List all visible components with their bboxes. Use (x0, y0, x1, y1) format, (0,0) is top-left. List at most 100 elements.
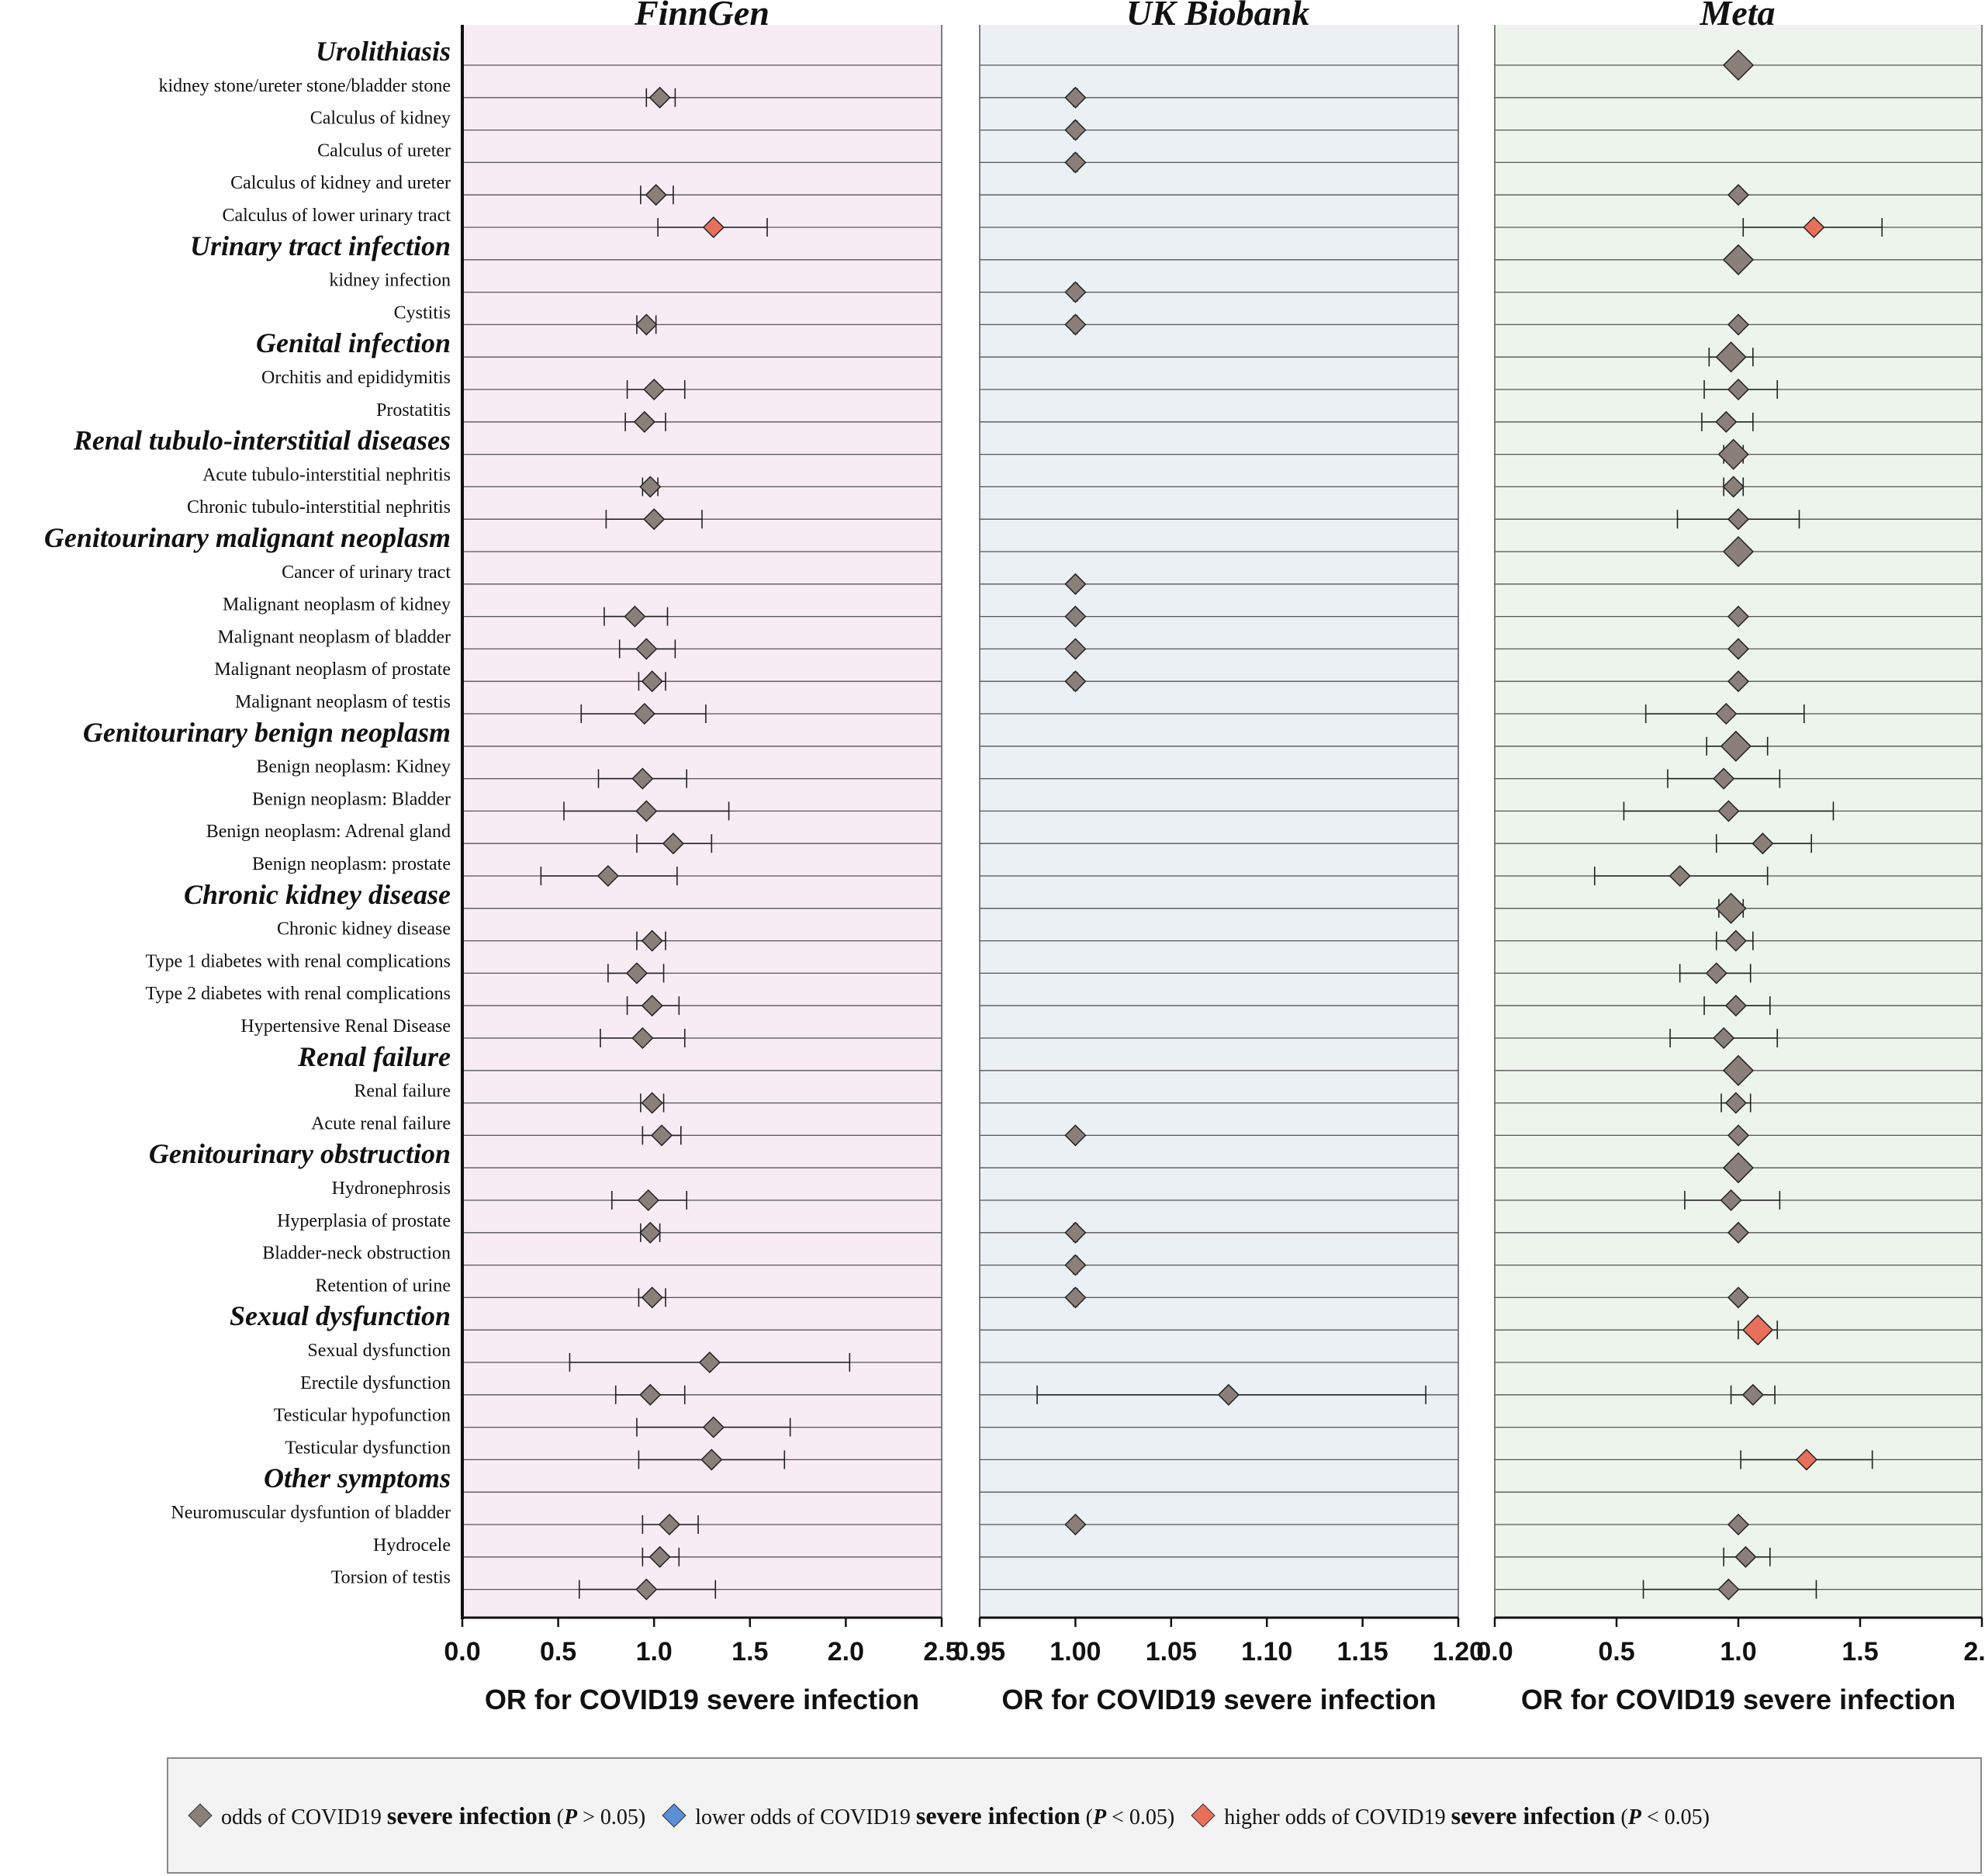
group-label: Renal failure (297, 1041, 451, 1072)
or-point (637, 1189, 659, 1212)
diamond-lower-icon (662, 1803, 686, 1828)
or-point (1064, 1221, 1087, 1244)
or-point (1722, 1054, 1755, 1086)
group-label: Genital infection (256, 327, 451, 358)
x-tick-label: 2.5 (923, 1637, 960, 1667)
or-point (1064, 1513, 1087, 1536)
or-point (1717, 800, 1740, 822)
or-point (1727, 1513, 1750, 1536)
row-label: Hydronephrosis (332, 1179, 451, 1199)
or-point (597, 864, 619, 888)
or-point (1727, 508, 1750, 531)
or-point (1064, 281, 1087, 303)
or-point (635, 638, 658, 660)
x-tick-label: 1.00 (1050, 1637, 1101, 1667)
legend-higher-bold: severe infection (1451, 1801, 1616, 1829)
or-point (1722, 535, 1755, 568)
row-label: Benign neoplasm: prostate (252, 854, 451, 874)
group-label: Genitourinary obstruction (149, 1138, 451, 1169)
x-tick-label: 0.0 (1476, 1637, 1513, 1667)
panel-title: FinnGen (634, 0, 769, 33)
row-label: kidney stone/ureter stone/bladder stone (158, 76, 451, 96)
or-point (1724, 995, 1747, 1017)
or-point (643, 508, 666, 531)
legend-ns-bold: severe infection (386, 1801, 552, 1829)
or-point (662, 832, 684, 855)
or-point (1803, 216, 1825, 239)
diamond-ns-icon (188, 1803, 213, 1828)
or-point (702, 216, 724, 239)
or-point (1727, 1221, 1750, 1244)
row-labels: Urolithiasis kidney stone/ureter stone/bl… (44, 36, 451, 1588)
row-label: Sexual dysfunction (307, 1341, 451, 1361)
or-point (1715, 892, 1747, 924)
row-label: Hypertensive Renal Disease (240, 1016, 451, 1037)
legend-item-higher: higher odds of COVID19 severe infection … (1191, 1801, 1710, 1830)
x-tick-label: 0.0 (444, 1637, 480, 1667)
or-point (1724, 929, 1747, 952)
or-point (1727, 378, 1750, 401)
legend-lower-bold: severe infection (915, 1801, 1081, 1829)
diamond-higher-icon (1191, 1803, 1216, 1828)
or-point (1064, 86, 1087, 109)
or-point (651, 1124, 673, 1147)
row-label: Chronic kidney disease (277, 919, 451, 940)
row-label: Renal failure (354, 1082, 451, 1102)
row-label: Prostatitis (376, 400, 451, 421)
or-point (635, 800, 658, 822)
panel-title: UK Biobank (1126, 0, 1309, 33)
legend-lower-p: P (1092, 1805, 1107, 1829)
x-tick-label: 1.05 (1146, 1637, 1197, 1667)
or-point (1727, 638, 1750, 660)
row-label: Acute tubulo-interstitial nephritis (202, 465, 451, 485)
x-tick-label: 0.95 (954, 1637, 1005, 1667)
row-label: Malignant neoplasm of prostate (214, 659, 451, 680)
row-label: Hyperplasia of prostate (277, 1211, 451, 1231)
group-label: Genitourinary benign neoplasm (83, 717, 451, 748)
row-label: Malignant neoplasm of bladder (217, 627, 451, 647)
row-label: Calculus of lower urinary tract (222, 206, 451, 226)
or-point (633, 410, 655, 433)
panel-background (980, 25, 1458, 1618)
x-tick-label: 1.20 (1433, 1637, 1484, 1667)
group-label: Urinary tract infection (190, 230, 451, 261)
x-tick-label: 0.5 (1598, 1637, 1634, 1667)
row-label: Retention of urine (315, 1275, 451, 1296)
or-point (631, 1026, 654, 1050)
group-label: Genitourinary malignant neoplasm (44, 522, 451, 553)
or-point (1064, 313, 1087, 336)
or-point (1722, 244, 1755, 275)
x-tick-label: 1.5 (731, 1637, 768, 1667)
row-label: Malignant neoplasm of testis (235, 692, 451, 712)
row-label: Bladder-neck obstruction (262, 1244, 451, 1264)
or-point (635, 313, 658, 336)
or-point (624, 605, 646, 628)
x-tick-label: 1.10 (1241, 1637, 1292, 1667)
or-point (1727, 1124, 1750, 1147)
x-tick-label: 1.15 (1337, 1637, 1388, 1667)
x-axis-label: OR for COVID19 severe infection (1001, 1684, 1436, 1715)
legend-ns-open: ( (551, 1805, 564, 1829)
legend-ns-pre: odds of COVID19 (221, 1805, 387, 1829)
or-point (1705, 962, 1727, 985)
or-point (700, 1449, 723, 1471)
or-point (641, 1092, 663, 1114)
legend-higher-p: P (1627, 1805, 1641, 1829)
row-label: Chronic tubulo-interstitial nephritis (187, 497, 451, 517)
row-label: Cancer of urinary tract (282, 562, 451, 583)
or-point (1717, 1578, 1740, 1601)
or-point (1720, 730, 1752, 762)
or-point (1720, 1189, 1742, 1212)
or-point (1064, 1124, 1087, 1147)
row-label: Malignant neoplasm of kidney (223, 595, 451, 615)
or-point (639, 476, 662, 498)
or-point (1715, 341, 1747, 373)
or-point (1064, 638, 1087, 660)
or-point (641, 929, 663, 952)
or-point (658, 1513, 681, 1536)
row-label: kidney infection (329, 271, 451, 291)
row-label: Testicular hypofunction (274, 1406, 451, 1426)
legend-ns-post: > 0.05) (577, 1805, 646, 1829)
or-point (643, 378, 666, 401)
